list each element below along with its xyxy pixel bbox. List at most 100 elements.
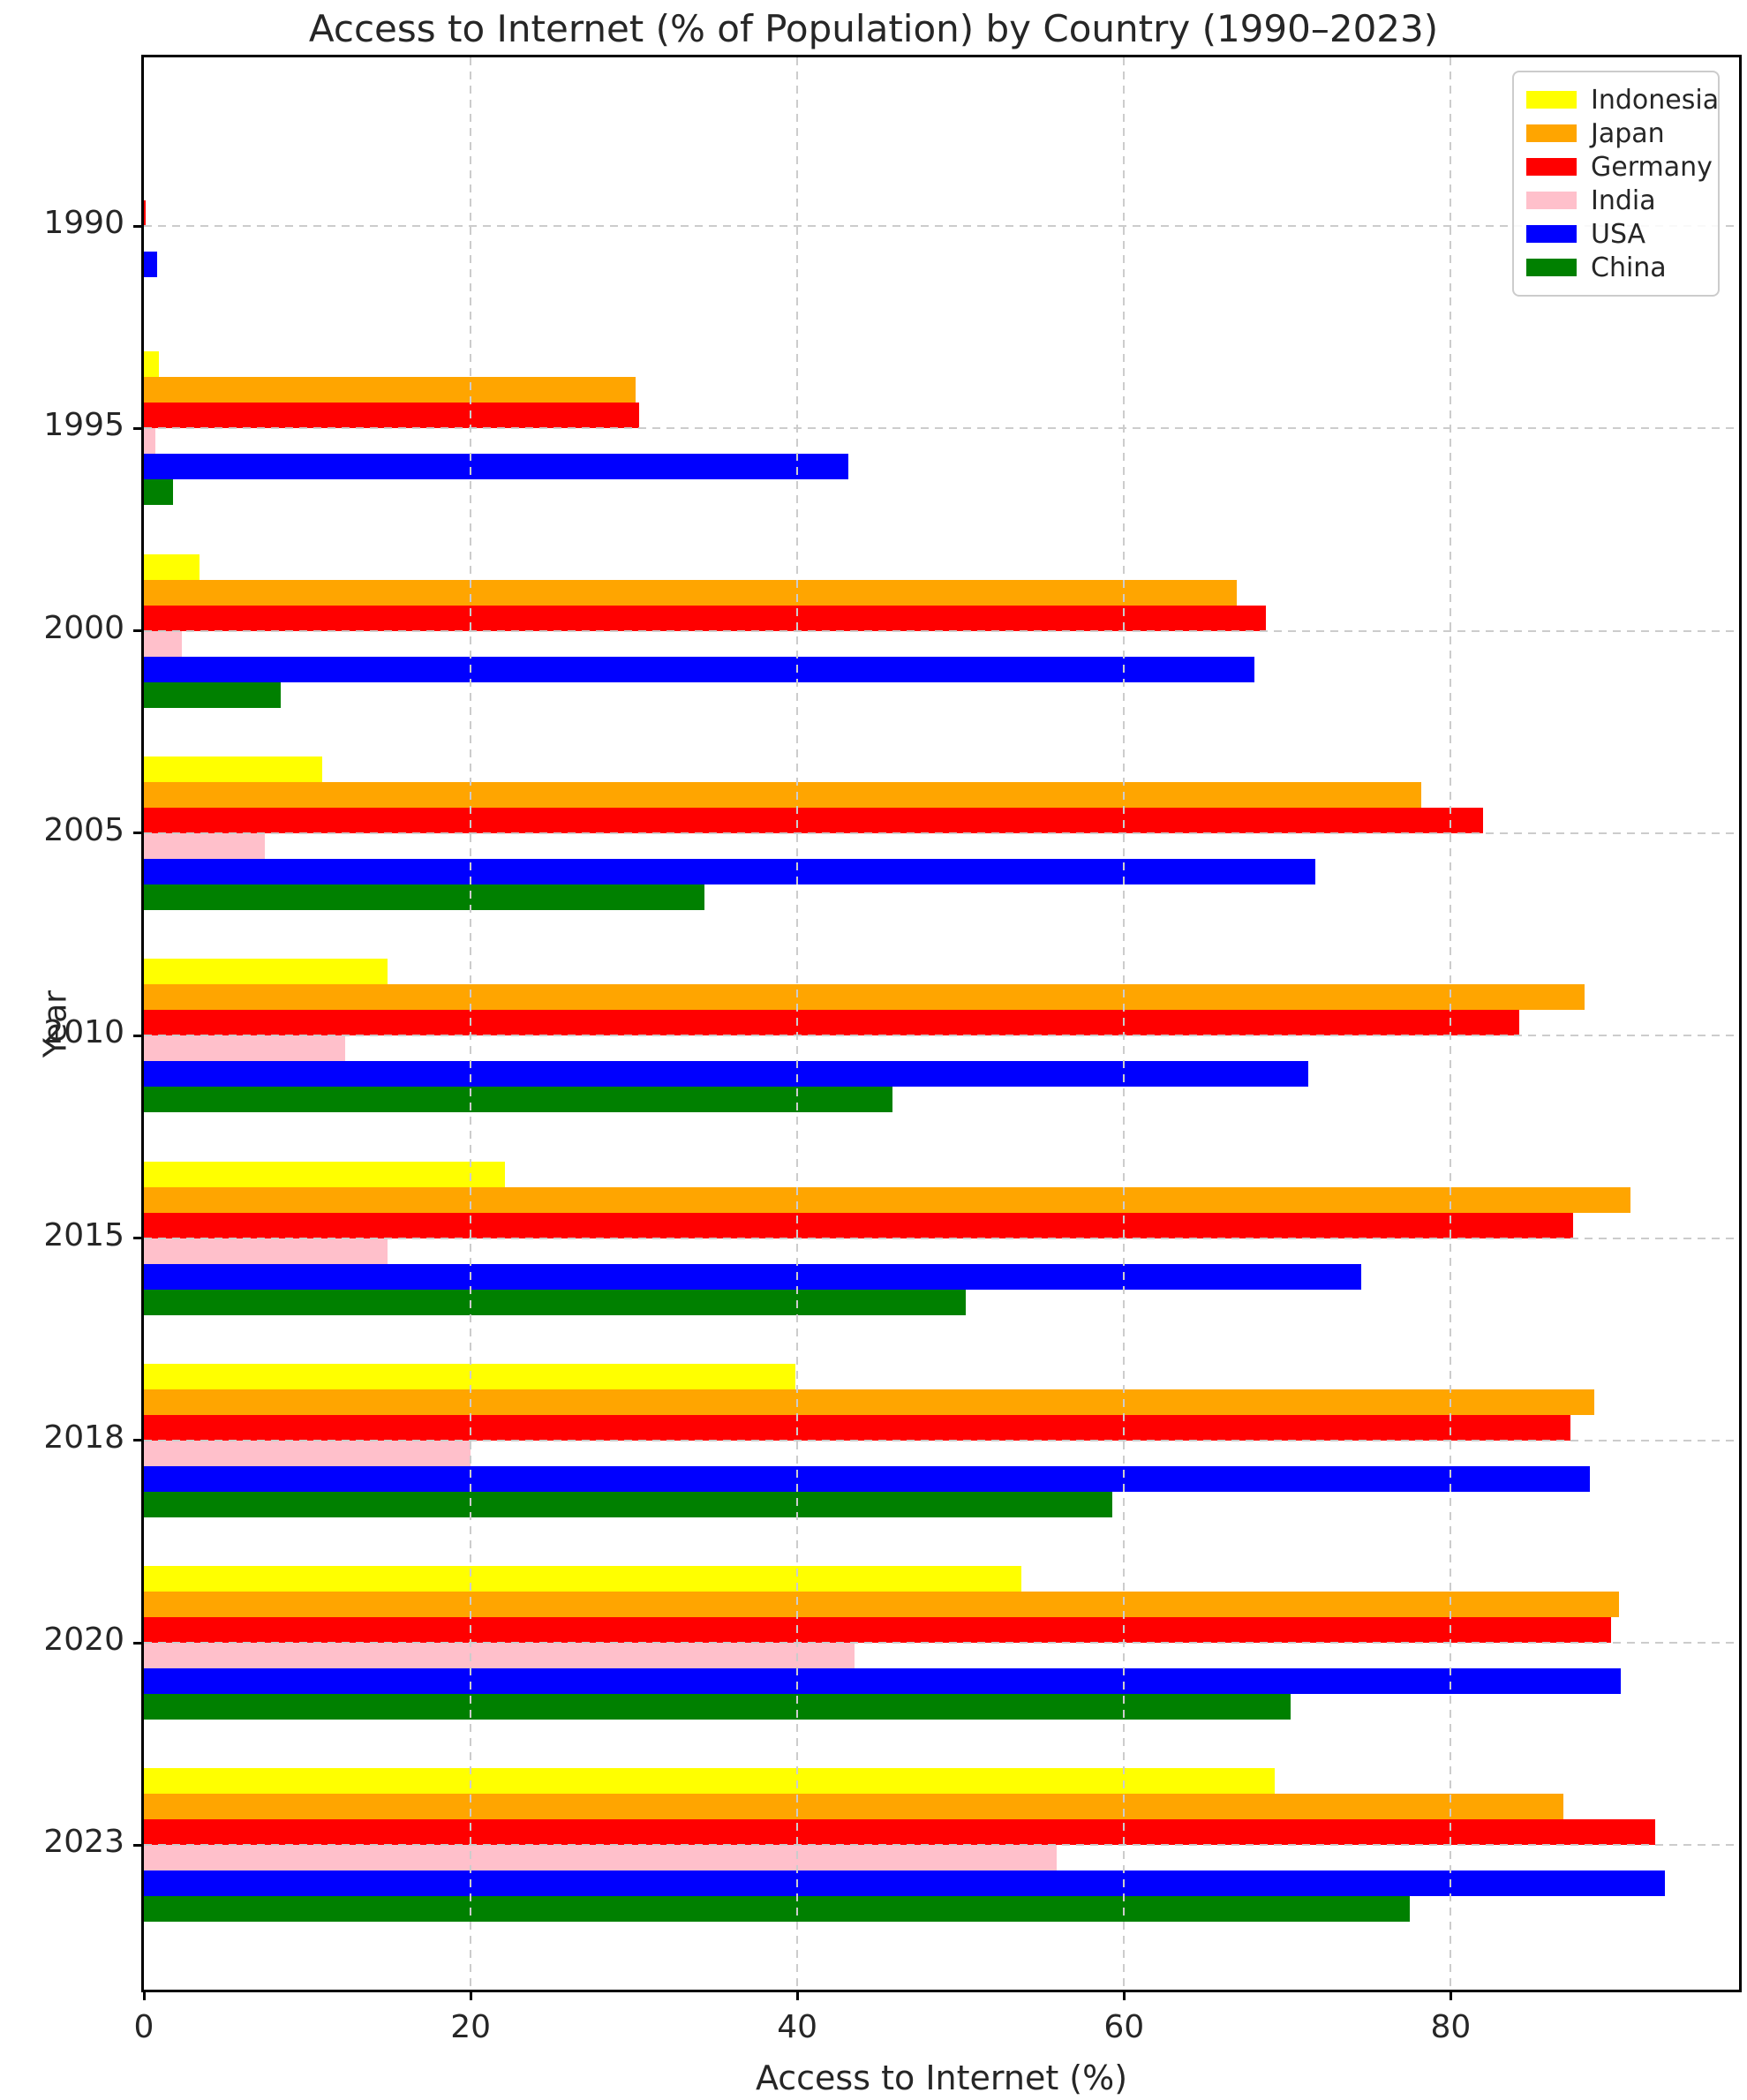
gridline-vertical (796, 57, 799, 1990)
legend-label: Japan (1591, 117, 1665, 149)
bar-germany-2010 (144, 1010, 1520, 1036)
y-tick-label: 2005 (43, 811, 124, 848)
bar-germany-1990 (144, 200, 146, 226)
legend-label: China (1591, 252, 1667, 283)
bar-usa-2015 (144, 1263, 1361, 1290)
y-tick-mark (133, 426, 144, 430)
bar-japan-1995 (144, 377, 636, 403)
chart-title: Access to Internet (% of Population) by … (308, 7, 1439, 50)
bar-germany-2005 (144, 807, 1484, 833)
bar-indonesia-2015 (144, 1161, 505, 1187)
y-tick-label: 2018 (43, 1419, 124, 1456)
legend-swatch-china (1526, 259, 1577, 276)
x-tick-mark (1449, 1990, 1452, 2000)
bar-china-2010 (144, 1087, 892, 1113)
bar-germany-2023 (144, 1819, 1655, 1846)
x-axis-label: Access to Internet (%) (755, 2059, 1128, 2097)
bar-usa-2023 (144, 1870, 1665, 1897)
bar-germany-2015 (144, 1212, 1574, 1238)
bar-usa-2018 (144, 1465, 1590, 1492)
bar-japan-2015 (144, 1186, 1630, 1213)
bar-china-2000 (144, 681, 282, 708)
bar-china-2023 (144, 1896, 1411, 1923)
y-tick-mark (133, 629, 144, 633)
y-tick-label: 2020 (43, 1622, 124, 1659)
bar-usa-2000 (144, 656, 1255, 682)
x-tick-label: 40 (777, 2009, 818, 2045)
gridline-vertical (1450, 57, 1452, 1990)
legend-item: India (1526, 184, 1706, 217)
bar-indonesia-2020 (144, 1566, 1021, 1592)
y-tick-label: 2010 (43, 1014, 124, 1051)
legend-item: Indonesia (1526, 83, 1719, 117)
x-tick-label: 60 (1103, 2009, 1145, 2045)
bar-usa-2005 (144, 858, 1315, 884)
y-tick-mark (133, 224, 144, 228)
legend-swatch-usa (1526, 225, 1577, 243)
y-axis-label: Year (37, 990, 74, 1058)
bar-japan-2010 (144, 984, 1585, 1011)
bar-germany-2018 (144, 1414, 1570, 1441)
gridline-horizontal (144, 1642, 1739, 1645)
bar-china-1995 (144, 479, 174, 506)
y-tick-label: 2000 (43, 609, 124, 646)
bar-indonesia-2005 (144, 756, 322, 782)
y-tick-label: 2023 (43, 1824, 124, 1861)
x-tick-label: 0 (133, 2009, 154, 2045)
x-tick-label: 20 (450, 2009, 491, 2045)
gridline-horizontal (144, 1844, 1739, 1847)
legend-item: China (1526, 251, 1706, 284)
bar-usa-2020 (144, 1668, 1621, 1695)
legend-swatch-india (1526, 192, 1577, 209)
bar-japan-2005 (144, 781, 1422, 808)
legend: Indonesia Japan Germany India USA China (1512, 71, 1720, 297)
gridline-horizontal (144, 832, 1739, 834)
y-tick-mark (133, 1641, 144, 1645)
legend-label: Germany (1591, 151, 1713, 183)
legend-label: Indonesia (1591, 84, 1720, 116)
y-tick-mark (133, 1237, 144, 1239)
y-tick-mark (133, 1843, 144, 1847)
legend-item: Japan (1526, 117, 1706, 150)
bar-india-2005 (144, 832, 265, 859)
bar-india-2015 (144, 1238, 388, 1264)
gridline-horizontal (144, 1439, 1739, 1441)
x-tick-label: 80 (1430, 2009, 1472, 2045)
y-tick-label: 1995 (43, 407, 124, 444)
bar-india-2010 (144, 1035, 345, 1062)
plot-area: 0 20 40 60 80 1990 1995 2000 2005 2010 2015 2018 202… (38, 55, 1742, 2097)
bar-germany-2000 (144, 605, 1267, 631)
gridline-horizontal (144, 1035, 1739, 1037)
bar-china-2015 (144, 1289, 966, 1315)
bar-china-2005 (144, 884, 704, 910)
bar-china-2018 (144, 1491, 1113, 1517)
bar-japan-2020 (144, 1592, 1619, 1618)
bar-indonesia-2010 (144, 959, 388, 985)
gridline-horizontal (144, 1237, 1739, 1239)
y-tick-label: 1990 (43, 205, 124, 241)
bar-japan-2018 (144, 1389, 1595, 1415)
legend-label: USA (1591, 218, 1646, 250)
bar-india-2020 (144, 1643, 855, 1669)
legend-item: USA (1526, 217, 1706, 251)
bar-india-2023 (144, 1845, 1058, 1871)
y-tick-mark (133, 1034, 144, 1037)
legend-swatch-germany (1526, 158, 1577, 176)
gridline-horizontal (144, 225, 1739, 227)
gridline-horizontal (144, 629, 1739, 632)
legend-label: India (1591, 184, 1656, 216)
y-tick-mark (133, 1439, 144, 1442)
legend-item: Germany (1526, 150, 1713, 184)
legend-swatch-japan (1526, 124, 1577, 142)
x-tick-mark (795, 1990, 799, 2000)
bar-usa-1990 (144, 252, 157, 277)
bar-usa-1995 (144, 454, 848, 480)
bar-usa-2010 (144, 1061, 1309, 1088)
y-tick-label: 2015 (43, 1216, 124, 1253)
bar-germany-1995 (144, 403, 639, 429)
x-tick-mark (1122, 1990, 1126, 2000)
bar-japan-2000 (144, 579, 1237, 606)
bar-indonesia-2000 (144, 553, 200, 580)
bar-china-2020 (144, 1694, 1291, 1720)
bar-indonesia-2023 (144, 1768, 1275, 1795)
